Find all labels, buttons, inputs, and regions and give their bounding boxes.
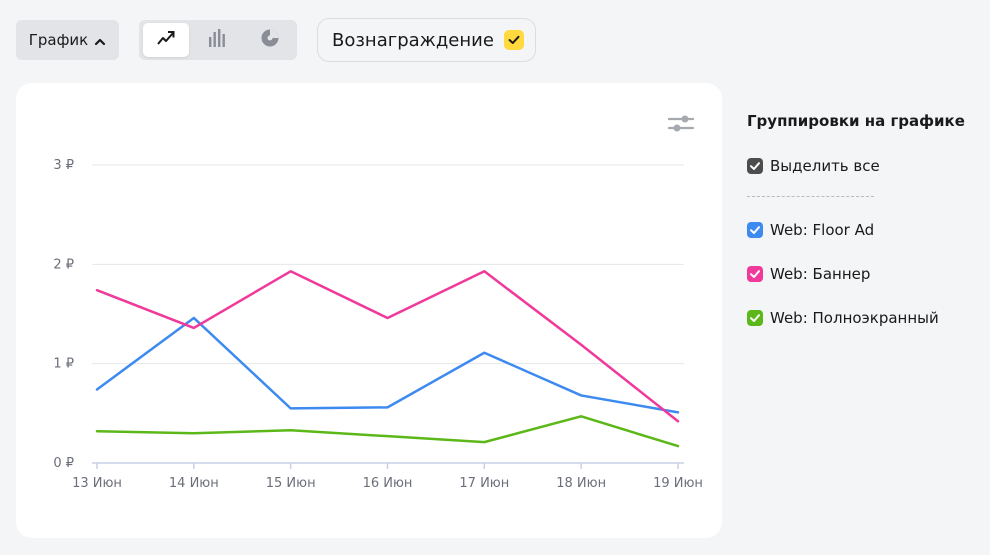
graph-toggle-button[interactable]: График: [16, 20, 119, 60]
select-all-label: Выделить все: [770, 157, 880, 175]
legend-label: Web: Полноэкранный: [770, 309, 939, 327]
legend-item[interactable]: Web: Баннер: [747, 265, 870, 283]
chart-card: 0 ₽ 1 ₽ 2 ₽ 3 ₽ 13 Июн 14 Июн 15 Июн 16 Июн 17 И…: [16, 83, 722, 538]
x-tick-label: 14 Июн: [169, 476, 219, 491]
chevron-up-icon: [94, 34, 106, 46]
legend-checkbox[interactable]: [747, 266, 763, 282]
x-tick-label: 17 Июн: [459, 476, 509, 491]
reward-toggle-button[interactable]: Вознаграждение: [317, 18, 536, 62]
legend-item[interactable]: Web: Floor Ad: [747, 221, 874, 239]
bar-chart-icon: [208, 28, 228, 52]
grouping-panel-title: Группировки на графике: [747, 112, 965, 130]
reward-label: Вознаграждение: [332, 29, 494, 51]
legend-checkbox[interactable]: [747, 310, 763, 326]
x-tick-label: 15 Июн: [266, 476, 316, 491]
chart-type-switch: [139, 20, 297, 60]
reward-checkbox[interactable]: [503, 30, 524, 50]
chart-settings-icon[interactable]: [667, 111, 695, 137]
chart-type-bar-button[interactable]: [195, 23, 241, 57]
chart-type-line-button[interactable]: [143, 23, 189, 57]
legend-label: Web: Баннер: [770, 265, 871, 283]
pie-chart-icon: [260, 28, 280, 52]
series-line: [95, 270, 680, 423]
legend-divider: [747, 196, 874, 197]
y-tick-label: 1 ₽: [53, 357, 74, 372]
x-tick-label: 16 Июн: [363, 476, 413, 491]
line-chart-icon: [156, 29, 176, 51]
x-tick-label: 18 Июн: [556, 476, 606, 491]
y-tick-label: 2 ₽: [53, 257, 74, 272]
y-tick-label: 3 ₽: [53, 158, 74, 173]
legend-item[interactable]: Web: Полноэкранный: [747, 309, 939, 327]
select-all-checkbox[interactable]: [747, 158, 763, 174]
checkmark-icon: [508, 35, 520, 44]
grouping-panel: Группировки на графике Выделить все Web:…: [747, 112, 977, 327]
series-line: [95, 415, 680, 448]
line-chart: 0 ₽ 1 ₽ 2 ₽ 3 ₽ 13 Июн 14 Июн 15 Июн 16 Июн 17 И…: [53, 158, 703, 491]
legend-label: Web: Floor Ad: [770, 221, 875, 239]
graph-toggle-label: График: [28, 31, 89, 49]
chart-type-pie-button[interactable]: [247, 23, 293, 57]
select-all-item[interactable]: Выделить все: [747, 157, 880, 175]
x-tick-label: 19 Июн: [653, 476, 703, 491]
y-tick-label: 0 ₽: [53, 456, 74, 471]
legend-checkbox[interactable]: [747, 222, 763, 238]
x-tick-label: 13 Июн: [72, 476, 122, 491]
series-line: [95, 316, 680, 414]
